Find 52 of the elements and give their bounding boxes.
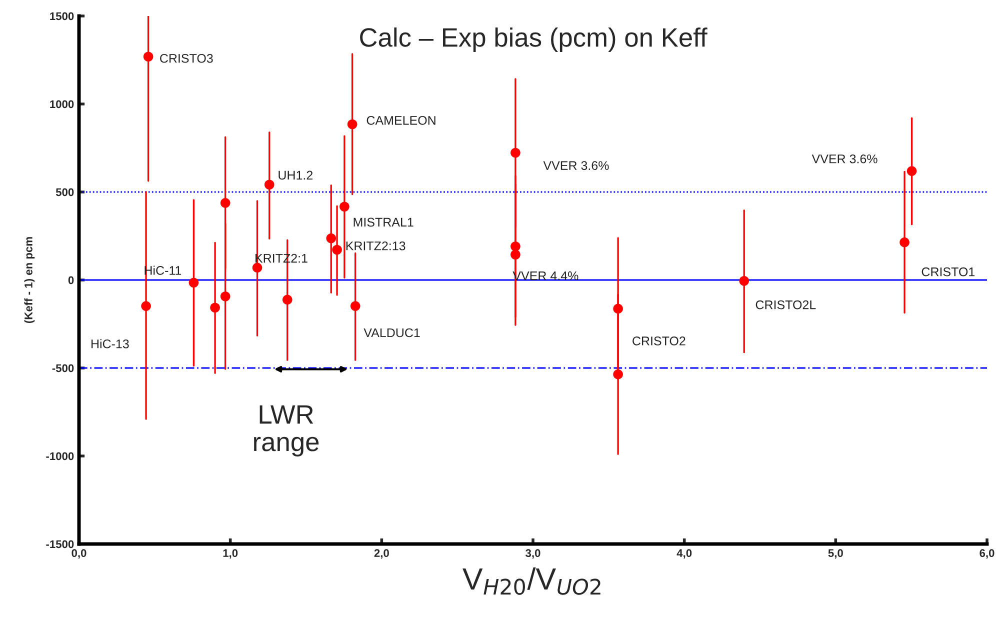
x-tick-label: 0,0 (72, 549, 86, 559)
annotation: CRISTO2 (632, 336, 686, 346)
x-axis-title: V$_{H20}$/V$_{UO2}$ (462, 567, 600, 595)
y-tick-label: -1500 (46, 540, 74, 548)
point (510, 148, 520, 158)
annotation: MISTRAL1 (354, 218, 414, 227)
point (210, 302, 220, 313)
point (220, 291, 230, 302)
x-tick-label: 2,0 (374, 549, 389, 559)
point (141, 301, 151, 311)
x-tick-label: 5,0 (828, 549, 843, 559)
point (739, 276, 750, 286)
x-tick-label: 1,0 (223, 549, 238, 559)
point (350, 301, 360, 311)
point (220, 198, 230, 208)
point (613, 369, 623, 380)
annotation: VVER 3.6% (812, 154, 878, 164)
annotation: VVER 3.6% (543, 161, 609, 170)
annotation: VALDUC1 (364, 328, 420, 338)
annotation: CAMELEON (366, 116, 436, 125)
point (510, 250, 520, 260)
x-tick-label: 4,0 (676, 549, 692, 559)
point (326, 233, 336, 244)
x-tick-label: 3,0 (526, 549, 540, 559)
annotation: UH1.2 (278, 170, 313, 180)
annotation: HiC-13 (92, 339, 129, 348)
chart-title: Calc – Exp bias (pcm) on Keff (360, 27, 708, 52)
y-tick-label: 1500 (50, 12, 74, 20)
point (252, 262, 262, 273)
point (282, 294, 292, 305)
point (264, 180, 274, 190)
point (900, 237, 910, 248)
y-tick-label: -500 (52, 364, 74, 372)
point (332, 244, 342, 255)
point (510, 241, 520, 252)
y-tick-label: 500 (56, 188, 74, 196)
annotation: KRITZ2:13 (346, 241, 406, 250)
point (906, 166, 917, 176)
annotation: CRISTO1 (922, 267, 975, 276)
annotation: CRISTO3 (160, 54, 213, 63)
y-tick-label: 0 (68, 276, 74, 284)
point (340, 202, 350, 212)
x-tick-label: 6,0 (980, 549, 994, 559)
point (188, 278, 199, 288)
point (143, 52, 154, 62)
annotation: CRISTO2L (756, 300, 816, 310)
annotation: LWR range (254, 405, 319, 457)
y-tick-label: 1000 (50, 100, 74, 108)
point (613, 304, 623, 314)
point (347, 119, 358, 130)
y-tick-label: -1000 (46, 452, 74, 460)
y-axis-title: (Keff - 1) en pcm (24, 237, 35, 323)
